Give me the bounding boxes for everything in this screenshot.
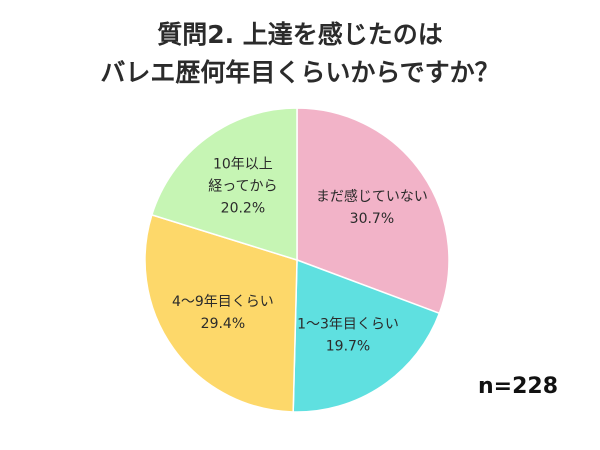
- chart-title-line-1: 質問2. 上達を感じたのは: [157, 20, 443, 49]
- pie-slice-0: [296, 107, 450, 315]
- pie-slice-value-1: 19.7%: [326, 339, 370, 355]
- pie-slice-value-0: 30.7%: [350, 211, 394, 227]
- pie-slice-1: [292, 258, 441, 413]
- chart-title: 質問2. 上達を感じたのは バレエ歴何年目くらいからですか？: [0, 16, 600, 92]
- pie-slice-3: [150, 107, 298, 262]
- pie-slice-value-2: 29.4%: [201, 316, 245, 332]
- pie-slices: [144, 107, 450, 413]
- pie-slice-label-0: まだ感じていない 30.7%: [316, 188, 428, 227]
- pie-slice-category-0: まだ感じていない: [316, 188, 428, 205]
- pie-slice-label-3: 10年以上経ってから 20.2%: [208, 157, 277, 217]
- pie-slice-label-2: 4～9年目くらい 29.4%: [172, 294, 274, 332]
- pie-slice-2: [144, 213, 298, 413]
- chart-title-line-2: バレエ歴何年目くらいからですか？: [100, 58, 500, 87]
- pie-slice-category-3: 10年以上: [213, 157, 273, 173]
- pie-slice-label-1: 1～3年目くらい 19.7%: [297, 317, 399, 355]
- pie-slice-category-3: 経ってから: [208, 179, 277, 195]
- pie-slice-category-2: 4～9年目くらい: [172, 294, 274, 310]
- pie-labels: まだ感じていない 30.7% 1～3年目くらい 19.7% 4～9年目くらい 29.4% 1…: [172, 157, 428, 355]
- pie-slice-value-3: 20.2%: [221, 201, 265, 217]
- pie-slice-category-1: 1～3年目くらい: [297, 317, 399, 333]
- sample-size-label: n=228: [478, 374, 559, 399]
